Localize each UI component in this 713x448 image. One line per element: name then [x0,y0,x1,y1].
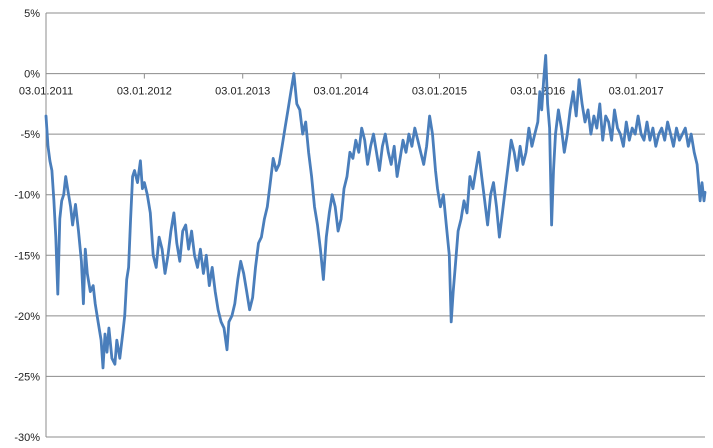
y-tick-label: 5% [24,8,40,20]
x-tick-label: 03.01.2017 [609,86,664,98]
x-axis-tick-labels: 03.01.2011 03.01.2012 03.01.2013 03.01.2014… [19,73,664,98]
y-tick-label: -5% [20,129,40,141]
x-tick-label: 03.01.2013 [215,86,270,98]
y-tick-label: 0% [24,69,40,81]
y-tick-label: -20% [14,311,40,323]
gridlines [46,12,705,438]
y-tick-label: -30% [14,432,40,444]
x-tick-label: 03.01.2012 [117,86,172,98]
y-tick-label: -15% [14,250,40,262]
y-tick-label: -25% [14,371,40,383]
series-line [44,54,707,370]
x-tick-label: 03.01.2015 [412,86,467,98]
y-tick-label: -10% [14,190,40,202]
x-tick-label: 03.01.2016 [510,86,565,98]
x-tick-label: 03.01.2014 [314,86,369,98]
y-axis-tick-labels: 5% 0% -5% -10% -15% -20% -25% -30% [14,8,40,444]
